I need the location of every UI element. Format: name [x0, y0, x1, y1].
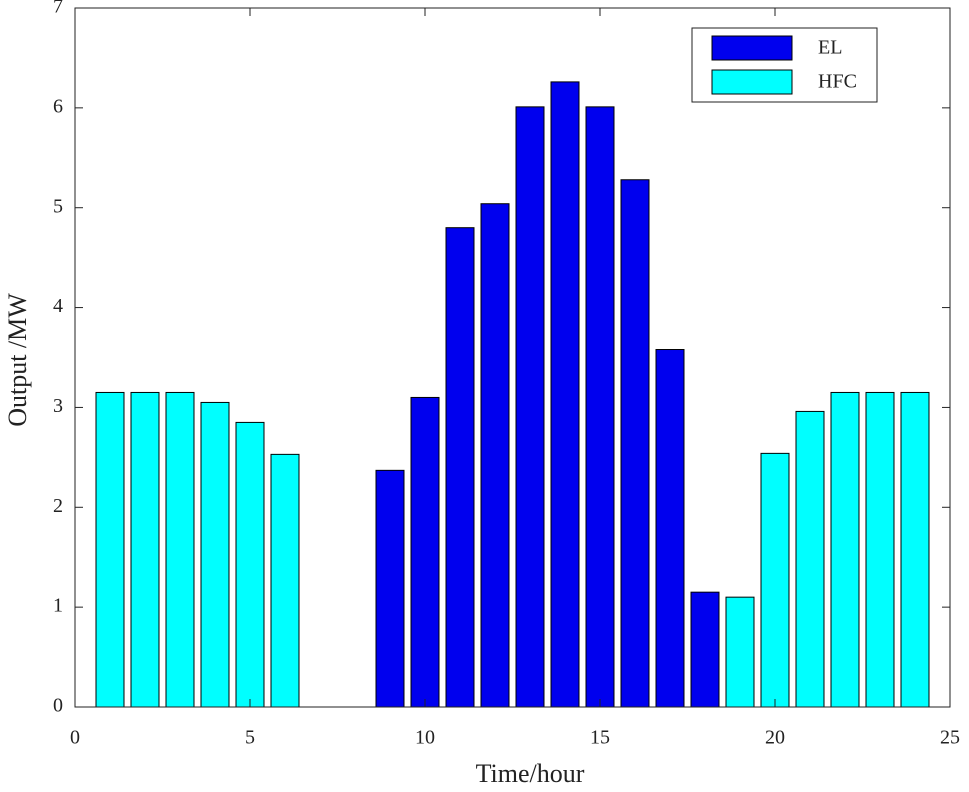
y-tick-label: 6	[53, 95, 63, 117]
bar	[690, 591, 720, 708]
y-tick-label: 2	[53, 495, 63, 517]
legend-label: HFC	[818, 71, 857, 93]
bar	[585, 106, 615, 708]
legend-swatch	[711, 69, 793, 95]
legend-swatch	[711, 35, 793, 61]
y-axis-label: Output /MW	[3, 293, 32, 427]
bar	[830, 391, 860, 708]
bar	[865, 391, 895, 708]
bar	[270, 453, 300, 708]
bar	[375, 469, 405, 708]
y-tick-label: 0	[53, 695, 63, 717]
bar	[165, 391, 195, 708]
y-tick-label: 7	[53, 0, 63, 18]
plot-frame	[74, 7, 951, 708]
y-tick-label: 1	[53, 595, 63, 617]
bar	[550, 81, 580, 708]
x-tick-label: 0	[70, 727, 80, 749]
y-tick-label: 5	[53, 195, 63, 217]
bar	[130, 391, 160, 708]
bar	[900, 391, 930, 708]
bar	[95, 391, 125, 708]
x-tick-label: 20	[765, 727, 785, 749]
bar	[235, 421, 265, 708]
x-tick-label: 10	[415, 727, 435, 749]
legend-label: EL	[818, 37, 842, 59]
y-tick-label: 4	[53, 295, 63, 317]
bar	[200, 401, 230, 708]
x-axis-label: Time/hour	[476, 759, 585, 788]
bar	[725, 596, 755, 708]
bar	[760, 452, 790, 708]
bar	[445, 227, 475, 708]
bar	[795, 410, 825, 708]
y-tick-label: 3	[53, 395, 63, 417]
bar	[620, 179, 650, 708]
x-tick-label: 5	[245, 727, 255, 749]
bar	[480, 203, 510, 708]
bar	[515, 106, 545, 708]
x-tick-label: 15	[590, 727, 610, 749]
x-tick-label: 25	[940, 727, 960, 749]
bar	[655, 349, 685, 708]
bar	[410, 396, 440, 708]
